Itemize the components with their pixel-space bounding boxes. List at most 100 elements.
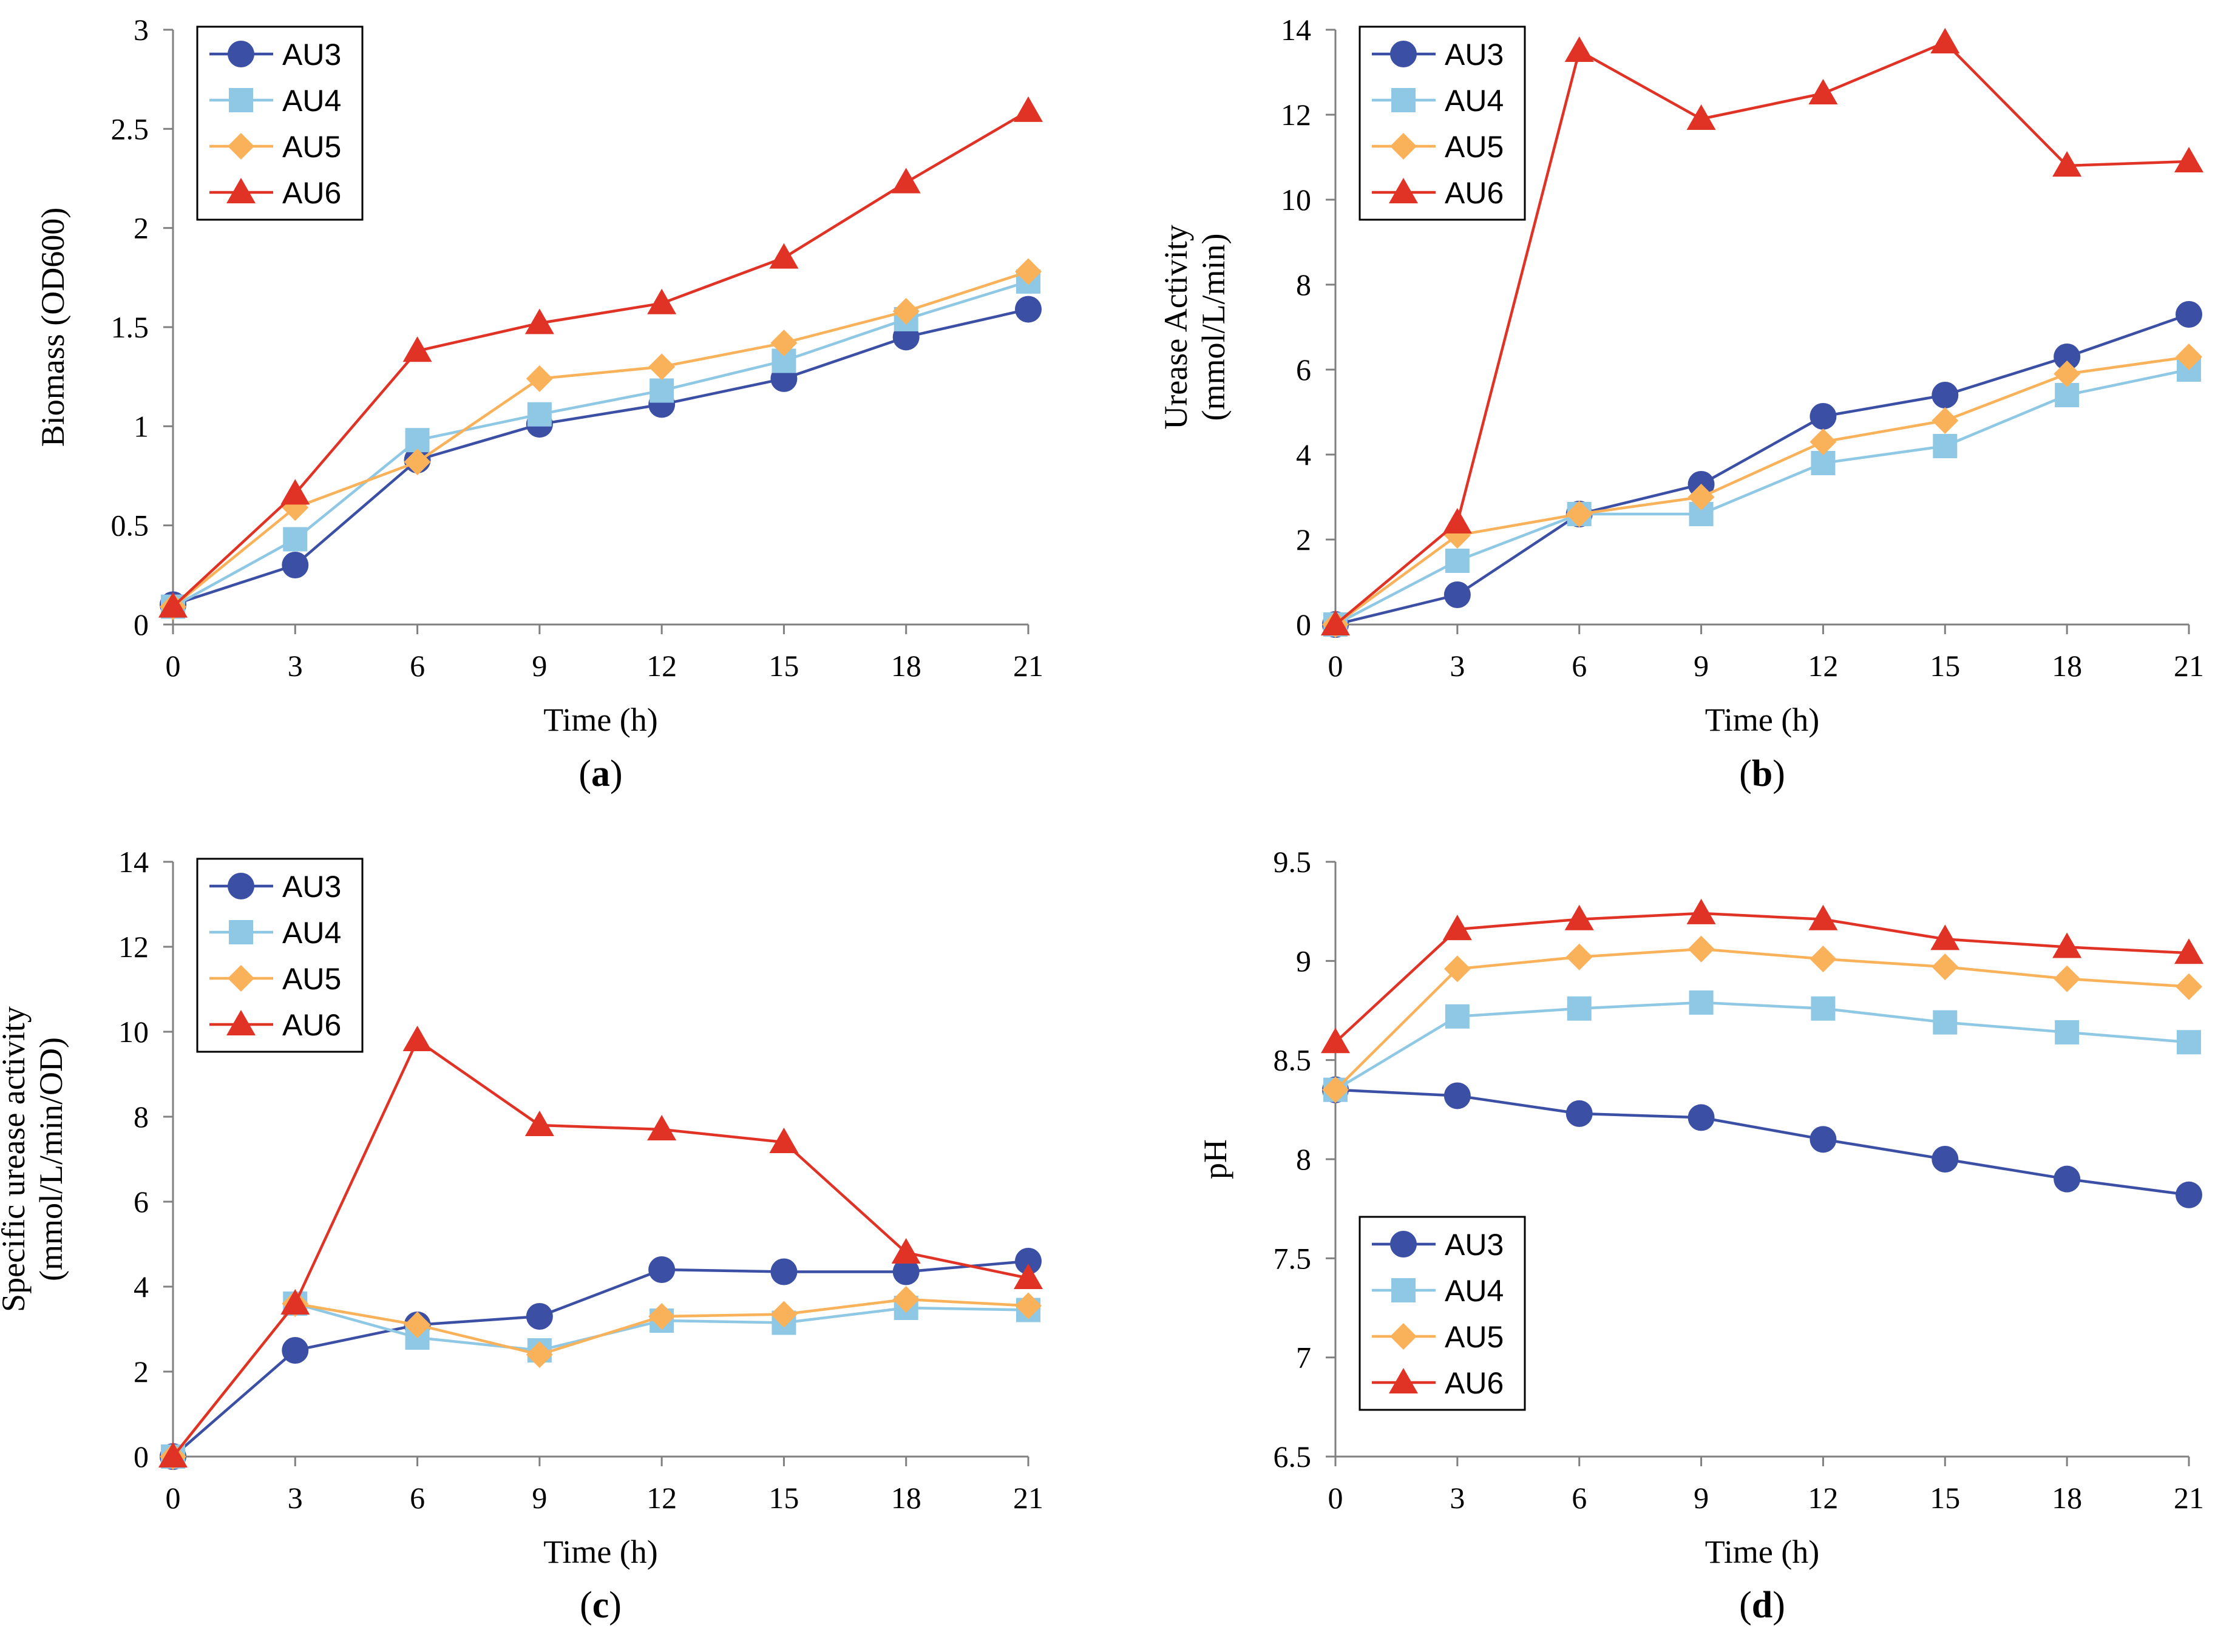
x-tick-label: 12 [646, 1481, 677, 1515]
legend-label-au3: AU3 [282, 870, 341, 904]
legend-label-au5: AU5 [1445, 130, 1504, 164]
legend-marker-au3 [1390, 1231, 1417, 1258]
legend-label-au5: AU5 [282, 130, 341, 164]
data-point-au6 [1930, 924, 1960, 950]
data-point-au6 [769, 243, 799, 269]
legend-box [196, 858, 364, 1053]
data-point-au6 [647, 288, 677, 314]
data-point-au5 [1322, 1076, 1349, 1103]
data-point-au3 [1443, 1082, 1471, 1109]
data-point-au4 [2055, 1020, 2080, 1044]
panel-label: (c) [580, 1585, 622, 1626]
series-line-au4 [172, 1302, 1029, 1458]
series-line-au6 [1334, 912, 2190, 1043]
data-point-au5 [404, 1312, 431, 1338]
legend-marker-au4 [229, 88, 253, 112]
data-point-au5 [1565, 501, 1593, 527]
x-tick-label: 9 [1694, 1481, 1709, 1515]
y-tick-label: 1 [134, 409, 149, 443]
panel-label: (b) [1739, 753, 1785, 794]
series-line-au4 [172, 280, 1029, 608]
x-tick-label: 6 [1572, 1481, 1587, 1515]
data-point-au4 [2177, 1030, 2201, 1055]
x-tick-label: 21 [1013, 1481, 1043, 1515]
legend-marker-au5 [228, 965, 254, 992]
panel-a: 0 0.5 1 1.5 2 2.5 3 0 3 6 9 12 15 18 21 Time (h) Biomass… [35, 13, 1043, 794]
data-point-au4 [1567, 996, 1592, 1021]
legend-label-au6: AU6 [1445, 176, 1504, 210]
panel-c: 0 2 4 6 8 10 12 14 0 3 6 9 12 15 18 21 Time (h) Specific … [0, 845, 1043, 1626]
data-point-au6 [2174, 147, 2203, 172]
data-point-au6 [1014, 1264, 1043, 1289]
x-axis-label: Time (h) [543, 1534, 658, 1570]
series-line-au3 [1335, 313, 2190, 626]
data-point-au3 [892, 1258, 920, 1285]
x-tick-label: 9 [532, 649, 547, 683]
series-line-au5 [172, 1298, 1029, 1458]
x-tick-label: 21 [2174, 1481, 2204, 1515]
y-tick-label: 8.5 [1274, 1043, 1312, 1077]
data-point-au6 [1686, 898, 1716, 924]
data-point-au5 [1015, 258, 1042, 285]
legend-marker-au5 [1390, 1323, 1417, 1350]
data-point-au5 [2176, 344, 2202, 370]
data-point-au6 [1564, 904, 1594, 930]
legend-marker-au6 [226, 178, 256, 203]
y-tick-label: 6.5 [1274, 1440, 1312, 1474]
data-point-au3 [1932, 382, 1959, 408]
data-point-au5 [648, 353, 676, 381]
y-tick-label: 2.5 [111, 112, 149, 146]
data-point-au6 [1808, 79, 1838, 104]
x-tick-label: 15 [768, 649, 799, 683]
x-tick-label: 18 [891, 1481, 921, 1515]
x-axis-label: Time (h) [543, 702, 658, 738]
data-point-au5 [1932, 407, 1959, 434]
legend-label-au5: AU5 [282, 962, 341, 996]
x-axis-label: Time (h) [1705, 702, 1820, 738]
legend-marker-au5 [228, 133, 254, 160]
x-tick-label: 0 [166, 649, 181, 683]
y-tick-label: 2 [1296, 523, 1311, 557]
x-tick-label: 18 [2052, 649, 2082, 683]
y-axis-label: Biomass (OD600) [35, 208, 71, 447]
legend-label-au5: AU5 [1445, 1320, 1504, 1354]
data-point-au5 [892, 297, 920, 325]
y-axis-label: (mmol/L/min/OD) [33, 1037, 69, 1281]
x-tick-label: 0 [166, 1481, 181, 1515]
data-point-au3 [1688, 1104, 1715, 1131]
data-point-au5 [1688, 484, 1715, 510]
series-line-au3 [172, 308, 1029, 606]
data-point-au6 [891, 168, 921, 194]
series-line-au5 [1334, 355, 2190, 626]
legend-label-au4: AU4 [282, 916, 341, 950]
data-point-au4 [527, 402, 552, 427]
data-point-au6 [524, 308, 554, 334]
x-tick-label: 15 [768, 1481, 799, 1515]
panel-label: (a) [578, 753, 622, 794]
x-tick-label: 15 [1930, 1481, 1960, 1515]
data-point-au5 [648, 1303, 676, 1330]
data-point-au6 [1014, 96, 1043, 122]
x-axis-label: Time (h) [1705, 1534, 1820, 1570]
x-tick-label: 0 [1328, 1481, 1343, 1515]
data-point-au4 [283, 527, 308, 552]
data-point-au5 [526, 1341, 553, 1368]
x-tick-label: 15 [1930, 649, 1960, 683]
x-tick-label: 3 [1450, 649, 1465, 683]
data-point-au5 [1932, 953, 1959, 981]
data-point-au4 [405, 428, 430, 453]
legend: AU3 AU4 AU5 AU6 [196, 25, 364, 221]
x-tick-label: 6 [1572, 649, 1587, 683]
legend-marker-au6 [1389, 1368, 1418, 1393]
data-point-au4 [1933, 434, 1958, 458]
legend-marker-au4 [229, 920, 253, 944]
data-point-au6 [2052, 151, 2082, 177]
data-point-au6 [1808, 904, 1838, 930]
y-tick-label: 9 [1296, 944, 1311, 978]
x-tick-label: 6 [410, 1481, 425, 1515]
legend-label-au3: AU3 [1445, 1228, 1504, 1262]
y-tick-label: 2 [134, 1355, 149, 1389]
data-point-au6 [524, 1111, 554, 1136]
y-tick-label: 7 [1296, 1341, 1311, 1375]
